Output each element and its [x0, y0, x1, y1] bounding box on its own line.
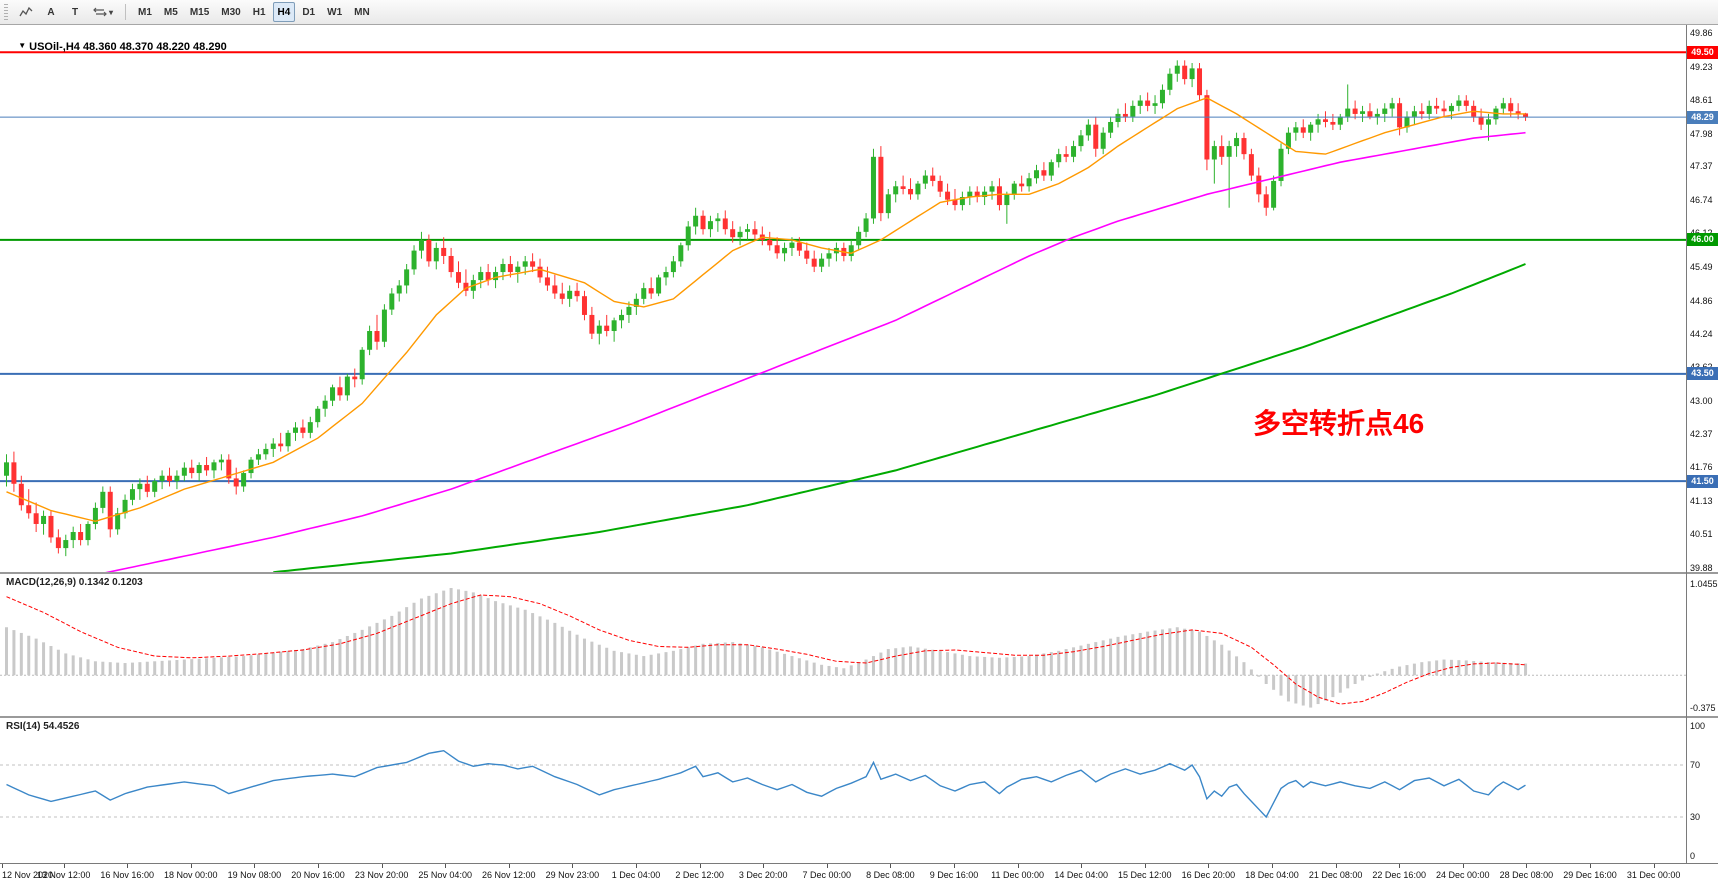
timeframe-button-d1[interactable]: D1 — [297, 2, 320, 22]
time-axis-label: 29 Dec 16:00 — [1563, 870, 1617, 880]
time-axis-tick — [699, 864, 701, 868]
time-axis-label: 7 Dec 00:00 — [802, 870, 852, 880]
time-axis-tick — [1335, 864, 1337, 868]
macd-panel[interactable] — [0, 574, 1686, 716]
time-axis-tick — [1272, 864, 1273, 868]
time-axis-label: 2 Dec 12:00 — [675, 870, 724, 880]
time-axis-label: 21 Dec 08:00 — [1308, 870, 1363, 880]
time-axis-tick — [127, 864, 129, 868]
panel-splitter-rsi[interactable] — [0, 716, 1718, 718]
symbol-ohlc-text: USOil-,H4 48.360 48.370 48.220 48.290 — [29, 41, 227, 53]
dropdown-caret-icon: ▾ — [109, 7, 114, 17]
symbol-ohlc-header: ▼ USOil-,H4 48.360 48.370 48.220 48.290 — [6, 29, 227, 65]
time-axis-label: 9 Dec 16:00 — [929, 870, 979, 880]
time-axis-tick — [1590, 864, 1591, 868]
time-axis-tick — [1462, 864, 1464, 868]
time-axis-tick — [254, 864, 256, 868]
timeframe-group: M1 M5 M15 M30 H1 H4 D1 W1 MN — [133, 2, 375, 22]
time-axis-label: 3 Dec 20:00 — [738, 870, 788, 880]
time-axis-tick — [445, 864, 447, 868]
toolbar: A T ▾ M1 M5 M15 M30 H1 H4 D1 W1 MN — [0, 0, 1718, 25]
time-axis-label: 8 Dec 08:00 — [866, 870, 915, 880]
time-axis-tick — [381, 864, 383, 868]
time-axis-tick — [954, 864, 955, 868]
toolbar-grip[interactable] — [4, 4, 8, 20]
timeframe-button-m30[interactable]: M30 — [216, 2, 245, 22]
time-axis-tick — [636, 864, 637, 868]
time-axis-label: 31 Dec 00:00 — [1626, 870, 1681, 880]
panel-splitter-macd[interactable] — [0, 572, 1718, 574]
time-axis-tick — [1144, 864, 1146, 868]
timeframe-button-m5[interactable]: M5 — [159, 2, 183, 22]
price-axis-border — [1686, 25, 1687, 863]
timeframe-button-m15[interactable]: M15 — [185, 2, 214, 22]
timeframe-button-h1[interactable]: H1 — [248, 2, 271, 22]
time-axis[interactable]: 12 Nov 2020 13 Nov 12:00 16 Nov 16:00 18 No… — [0, 863, 1718, 890]
text-tool-button[interactable]: T — [64, 2, 86, 22]
time-axis-label: 26 Nov 12:00 — [482, 870, 536, 880]
one-click-expand-icon[interactable]: ▼ — [18, 41, 27, 50]
time-axis-label: 28 Dec 08:00 — [1499, 870, 1554, 880]
time-axis-tick — [1399, 864, 1401, 868]
toolbar-separator — [125, 4, 127, 20]
time-axis-label: 18 Dec 04:00 — [1245, 870, 1299, 880]
time-axis-tick — [1526, 864, 1528, 868]
time-axis-label: 24 Dec 00:00 — [1436, 870, 1490, 880]
timeframe-button-h4[interactable]: H4 — [272, 2, 296, 22]
time-axis-label: 25 Nov 04:00 — [418, 870, 472, 880]
time-axis-tick — [1208, 864, 1210, 868]
macd-label: MACD(12,26,9) 0.1342 0.1203 — [6, 577, 143, 588]
timeframe-button-w1[interactable]: W1 — [322, 2, 347, 22]
time-axis-tick — [890, 864, 892, 868]
swap-arrows-icon — [93, 7, 107, 17]
timeframe-button-m1[interactable]: M1 — [133, 2, 157, 22]
tick-chart-button[interactable] — [14, 2, 38, 22]
time-axis-label: 22 Dec 16:00 — [1372, 870, 1426, 880]
price-axis[interactable] — [1687, 25, 1718, 863]
line-chart-icon — [19, 6, 33, 17]
time-axis-label: 12 Nov 2020 — [2, 870, 54, 880]
time-axis-label: 11 Dec 00:00 — [991, 870, 1045, 880]
rsi-panel[interactable] — [0, 718, 1686, 862]
time-axis-tick — [1653, 864, 1655, 868]
time-axis-tick — [2, 864, 3, 868]
time-axis-tick — [508, 864, 510, 868]
time-axis-tick — [572, 864, 574, 868]
time-axis-tick — [63, 864, 65, 868]
chart-annotation: 多空转折点46 — [1253, 408, 1425, 439]
price-chart-panel[interactable] — [0, 25, 1686, 572]
time-axis-label: 23 Nov 20:00 — [354, 870, 409, 880]
timeframe-button-mn[interactable]: MN — [349, 2, 375, 22]
time-axis-label: 14 Dec 04:00 — [1054, 870, 1108, 880]
cursor-mode-button[interactable]: A — [40, 2, 62, 22]
time-axis-tick — [1017, 864, 1019, 868]
time-axis-label: 20 Nov 16:00 — [291, 870, 345, 880]
rsi-label: RSI(14) 54.4526 — [6, 721, 80, 732]
time-axis-tick — [826, 864, 828, 868]
time-axis-label: 18 Nov 00:00 — [164, 870, 218, 880]
time-axis-label: 16 Dec 20:00 — [1181, 870, 1236, 880]
time-axis-tick — [1081, 864, 1083, 868]
time-axis-label: 19 Nov 08:00 — [227, 870, 282, 880]
cycle-symbol-button[interactable]: ▾ — [88, 2, 118, 22]
time-axis-tick — [763, 864, 765, 868]
time-axis-label: 16 Nov 16:00 — [100, 870, 154, 880]
time-axis-label: 15 Dec 12:00 — [1118, 870, 1172, 880]
time-axis-tick — [190, 864, 192, 868]
time-axis-label: 29 Nov 23:00 — [545, 870, 600, 880]
time-axis-label: 1 Dec 04:00 — [611, 870, 661, 880]
time-axis-tick — [318, 864, 319, 868]
time-axis-label: 13 Nov 12:00 — [36, 870, 91, 880]
